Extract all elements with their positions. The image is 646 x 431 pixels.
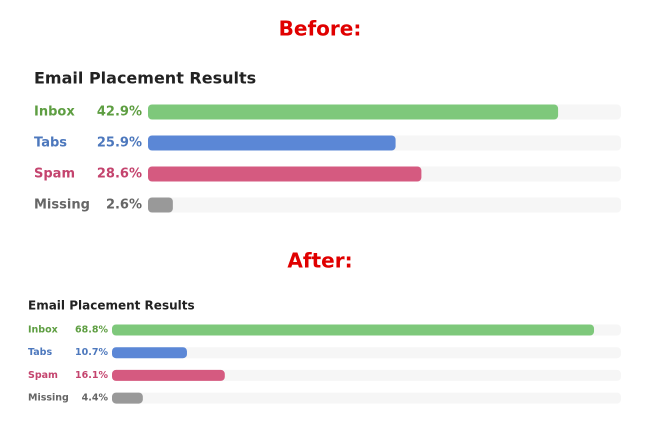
heading: After: bbox=[287, 249, 352, 273]
category-label: Missing bbox=[34, 198, 90, 213]
value-label: 28.6% bbox=[97, 167, 142, 182]
chart-title: Email Placement Results bbox=[34, 69, 256, 88]
value-label: 42.9% bbox=[97, 105, 142, 120]
heading: Before: bbox=[279, 17, 362, 41]
bar bbox=[148, 166, 422, 182]
bar-track bbox=[112, 369, 621, 381]
bar bbox=[112, 392, 143, 404]
bar bbox=[112, 369, 225, 381]
value-label: 4.4% bbox=[82, 393, 109, 404]
value-label: 25.9% bbox=[97, 136, 142, 151]
bar bbox=[148, 197, 173, 213]
category-label: Tabs bbox=[34, 136, 67, 151]
category-label: Inbox bbox=[28, 325, 58, 336]
bar bbox=[148, 104, 559, 120]
bar bbox=[112, 347, 187, 359]
value-label: 2.6% bbox=[106, 198, 142, 213]
category-label: Spam bbox=[34, 167, 75, 182]
category-label: Missing bbox=[28, 393, 69, 404]
value-label: 10.7% bbox=[75, 347, 108, 358]
value-label: 16.1% bbox=[75, 370, 108, 381]
bar bbox=[112, 324, 595, 336]
category-label: Inbox bbox=[34, 105, 75, 120]
bar-track bbox=[112, 347, 621, 359]
bar-track bbox=[112, 392, 621, 404]
bar bbox=[148, 135, 396, 151]
category-label: Spam bbox=[28, 370, 58, 381]
chart-title: Email Placement Results bbox=[28, 299, 195, 313]
category-label: Tabs bbox=[28, 347, 52, 358]
bar-track bbox=[148, 197, 621, 213]
value-label: 68.8% bbox=[75, 325, 108, 336]
